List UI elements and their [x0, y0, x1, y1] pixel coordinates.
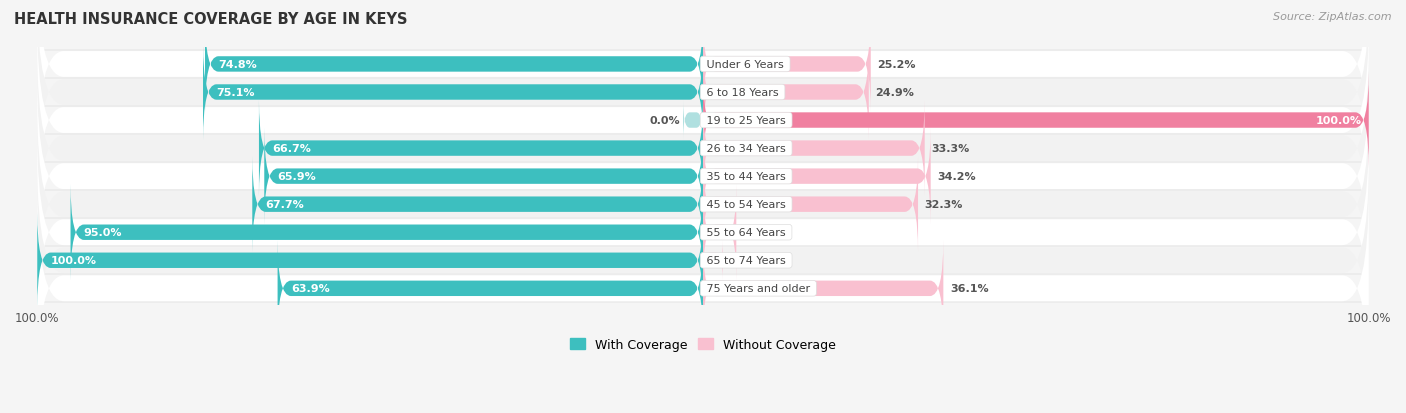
Text: 67.7%: 67.7% [266, 200, 304, 210]
Text: 19 to 25 Years: 19 to 25 Years [703, 116, 789, 126]
FancyBboxPatch shape [37, 134, 1369, 332]
Text: 36.1%: 36.1% [950, 284, 988, 294]
FancyBboxPatch shape [202, 45, 703, 141]
FancyBboxPatch shape [703, 240, 723, 281]
Text: 33.3%: 33.3% [931, 144, 970, 154]
FancyBboxPatch shape [37, 22, 1369, 220]
Text: 65.9%: 65.9% [277, 172, 316, 182]
FancyBboxPatch shape [37, 0, 1369, 192]
Text: 32.3%: 32.3% [925, 200, 963, 210]
FancyBboxPatch shape [264, 128, 703, 225]
FancyBboxPatch shape [37, 0, 1369, 164]
Text: 5.0%: 5.0% [742, 228, 773, 237]
FancyBboxPatch shape [252, 157, 703, 253]
FancyBboxPatch shape [37, 106, 1369, 304]
FancyBboxPatch shape [703, 17, 870, 113]
FancyBboxPatch shape [37, 50, 1369, 248]
Text: 24.9%: 24.9% [876, 88, 914, 98]
Text: 95.0%: 95.0% [84, 228, 122, 237]
Text: 63.9%: 63.9% [291, 284, 329, 294]
FancyBboxPatch shape [703, 128, 931, 225]
Text: 45 to 54 Years: 45 to 54 Years [703, 200, 789, 210]
Text: 100.0%: 100.0% [51, 256, 97, 266]
FancyBboxPatch shape [205, 17, 703, 113]
FancyBboxPatch shape [37, 78, 1369, 276]
Text: 65 to 74 Years: 65 to 74 Years [703, 256, 789, 266]
Text: HEALTH INSURANCE COVERAGE BY AGE IN KEYS: HEALTH INSURANCE COVERAGE BY AGE IN KEYS [14, 12, 408, 27]
Text: 75.1%: 75.1% [217, 88, 254, 98]
FancyBboxPatch shape [703, 240, 943, 337]
Text: 75 Years and older: 75 Years and older [703, 284, 814, 294]
FancyBboxPatch shape [37, 161, 1369, 360]
FancyBboxPatch shape [70, 184, 703, 281]
FancyBboxPatch shape [703, 184, 737, 281]
Text: 26 to 34 Years: 26 to 34 Years [703, 144, 789, 154]
FancyBboxPatch shape [37, 212, 703, 309]
Text: Source: ZipAtlas.com: Source: ZipAtlas.com [1274, 12, 1392, 22]
FancyBboxPatch shape [37, 190, 1369, 388]
Text: 100.0%: 100.0% [1316, 116, 1362, 126]
Text: 74.8%: 74.8% [218, 60, 257, 70]
Text: 6 to 18 Years: 6 to 18 Years [703, 88, 782, 98]
Legend: With Coverage, Without Coverage: With Coverage, Without Coverage [565, 333, 841, 356]
Text: Under 6 Years: Under 6 Years [703, 60, 787, 70]
Text: 35 to 44 Years: 35 to 44 Years [703, 172, 789, 182]
Text: 0.0%: 0.0% [650, 116, 679, 126]
FancyBboxPatch shape [703, 100, 925, 197]
Text: 55 to 64 Years: 55 to 64 Years [703, 228, 789, 237]
FancyBboxPatch shape [703, 45, 869, 141]
Text: 0.0%: 0.0% [727, 256, 756, 266]
FancyBboxPatch shape [277, 240, 703, 337]
Text: 25.2%: 25.2% [877, 60, 915, 70]
Text: 34.2%: 34.2% [938, 172, 976, 182]
FancyBboxPatch shape [683, 100, 703, 141]
Text: 66.7%: 66.7% [273, 144, 311, 154]
FancyBboxPatch shape [703, 73, 1369, 169]
FancyBboxPatch shape [703, 157, 918, 253]
FancyBboxPatch shape [259, 100, 703, 197]
